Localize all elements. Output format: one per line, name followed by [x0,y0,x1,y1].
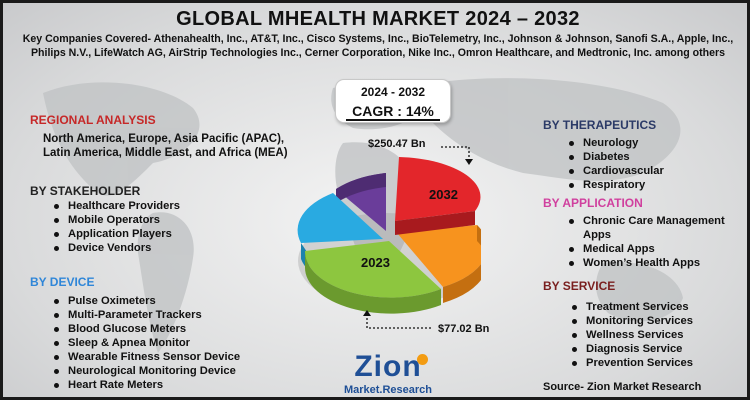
application-title: BY APPLICATION [543,196,643,210]
value-2023: $77.02 Bn [438,323,490,335]
stakeholder-list: Healthcare Providers Mobile Operators Ap… [50,199,180,255]
key-companies-text: Key Companies Covered- Athenahealth, Inc… [22,33,734,59]
list-item: Medical Apps [565,242,747,256]
pie-slice-red-side [395,211,475,235]
list-item: Blood Glucose Meters [50,322,240,336]
label-2032: 2032 [429,187,458,202]
cagr-box: 2024 - 2032 CAGR : 14% [335,79,451,123]
therapeutics-list: Neurology Diabetes Cardiovascular Respir… [565,136,664,192]
page-title: GLOBAL MHEALTH MARKET 2024 – 2032 [176,8,580,30]
list-item: Women’s Health Apps [565,256,747,270]
regional-analysis-title: REGIONAL ANALYSIS [30,113,156,127]
pie-slice-red [395,157,481,221]
pie-slice-orange [397,225,481,287]
arrow-2032-icon [441,146,473,165]
list-item: Pulse Oximeters [50,294,240,308]
pie-slice-orange-side [443,225,481,303]
list-item: Neurological Monitoring Device [50,364,240,378]
list-item: Mobile Operators [50,213,180,227]
pie-chart: 2032 2023 [297,157,481,314]
service-list: Treatment Services Monitoring Services W… [568,300,693,370]
list-item: Neurology [565,136,664,150]
stakeholder-title: BY STAKEHOLDER [30,184,141,198]
list-item: Chronic Care Management Apps [565,214,747,242]
list-item: Device Vendors [50,241,180,255]
list-item: Monitoring Services [568,314,693,328]
pie-slice-green [304,241,441,298]
list-item: Respiratory [565,178,664,192]
source-text: Source- Zion Market Research [543,381,702,393]
label-2023: 2023 [361,255,390,270]
cagr-range: 2024 - 2032 [360,85,426,99]
list-item: Wearable Fitness Sensor Device [50,350,240,364]
therapeutics-title: BY THERAPEUTICS [543,118,657,132]
device-title: BY DEVICE [30,275,95,289]
regional-analysis-text: North America, Europe, Asia Pacific (APA… [43,133,288,159]
service-title: BY SERVICE [543,279,616,293]
pie-slice-green-side [304,251,441,314]
list-item: Healthcare Providers [50,199,180,213]
application-list: Chronic Care Management Apps Medical App… [565,214,747,270]
list-item: Sleep & Apnea Monitor [50,336,240,350]
arrow-2023-icon [363,310,431,329]
logo-subtitle: Market.Research [343,384,433,396]
list-item: Heart Rate Meters [50,378,240,392]
logo-word: Zion [354,350,422,383]
zion-logo: Zion Market.Research [333,350,443,397]
list-item: Diabetes [565,150,664,164]
list-item: Cardiovascular [565,164,664,178]
list-item: Prevention Services [568,356,693,370]
pie-slice-purple-side [336,173,386,203]
pie-slice-blue [297,193,383,243]
device-list: Pulse Oximeters Multi-Parameter Trackers… [50,294,240,392]
list-item: Application Players [50,227,180,241]
list-item: Multi-Parameter Trackers [50,308,240,322]
value-2032: $250.47 Bn [368,138,426,150]
cagr-value: CAGR : 14% [346,103,440,121]
logo-dot-icon [417,354,428,365]
list-item: Treatment Services [568,300,693,314]
list-item: Diagnosis Service [568,342,693,356]
list-item: Wellness Services [568,328,693,342]
